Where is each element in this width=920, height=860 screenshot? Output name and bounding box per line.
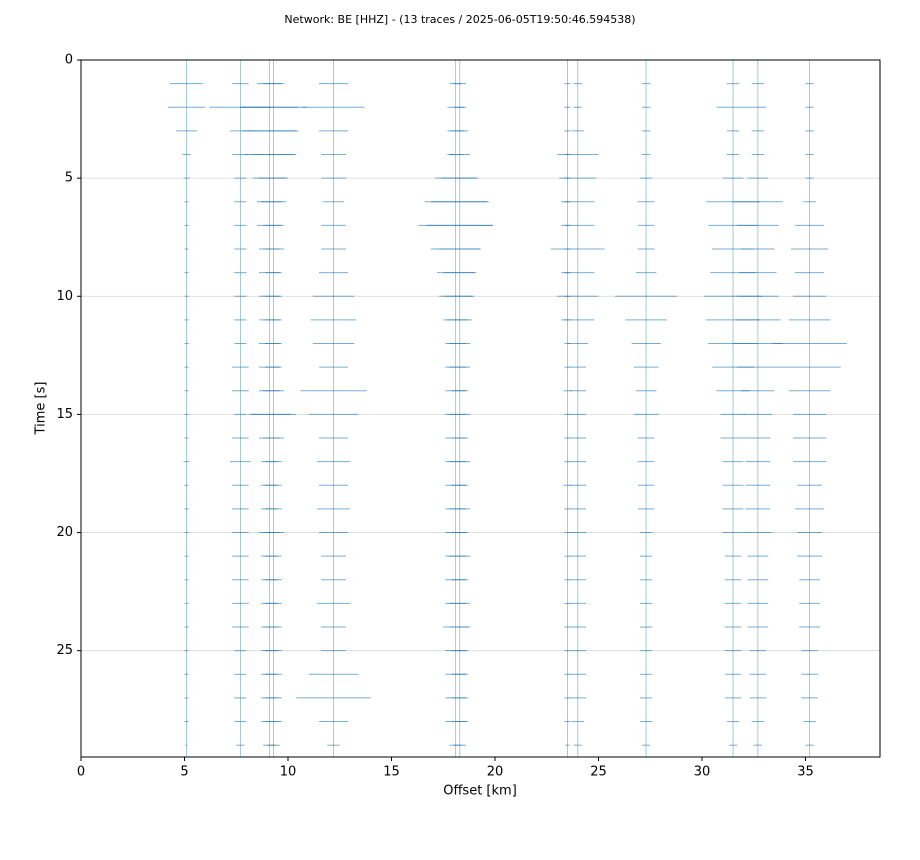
y-tick-label: 0 — [65, 53, 73, 68]
y-tick-label: 15 — [56, 407, 73, 422]
x-tick-label: 30 — [694, 765, 711, 780]
y-tick-label: 5 — [65, 171, 73, 186]
x-tick-label: 35 — [797, 765, 814, 780]
x-tick-label: 20 — [487, 765, 504, 780]
y-axis-label: Time [s] — [34, 382, 49, 436]
x-tick-label: 0 — [77, 765, 85, 780]
y-tick-label: 20 — [56, 525, 73, 540]
plot-frame — [80, 59, 881, 758]
x-tick-label: 25 — [590, 765, 607, 780]
y-tick-label: 25 — [56, 643, 73, 658]
chart-title: Network: BE [HHZ] - (13 traces / 2025-06… — [284, 13, 635, 26]
y-tick-label: 10 — [56, 289, 73, 304]
x-tick-label: 15 — [383, 765, 400, 780]
x-tick-label: 5 — [180, 765, 188, 780]
x-tick-label: 10 — [280, 765, 297, 780]
x-axis-label: Offset [km] — [443, 784, 517, 799]
